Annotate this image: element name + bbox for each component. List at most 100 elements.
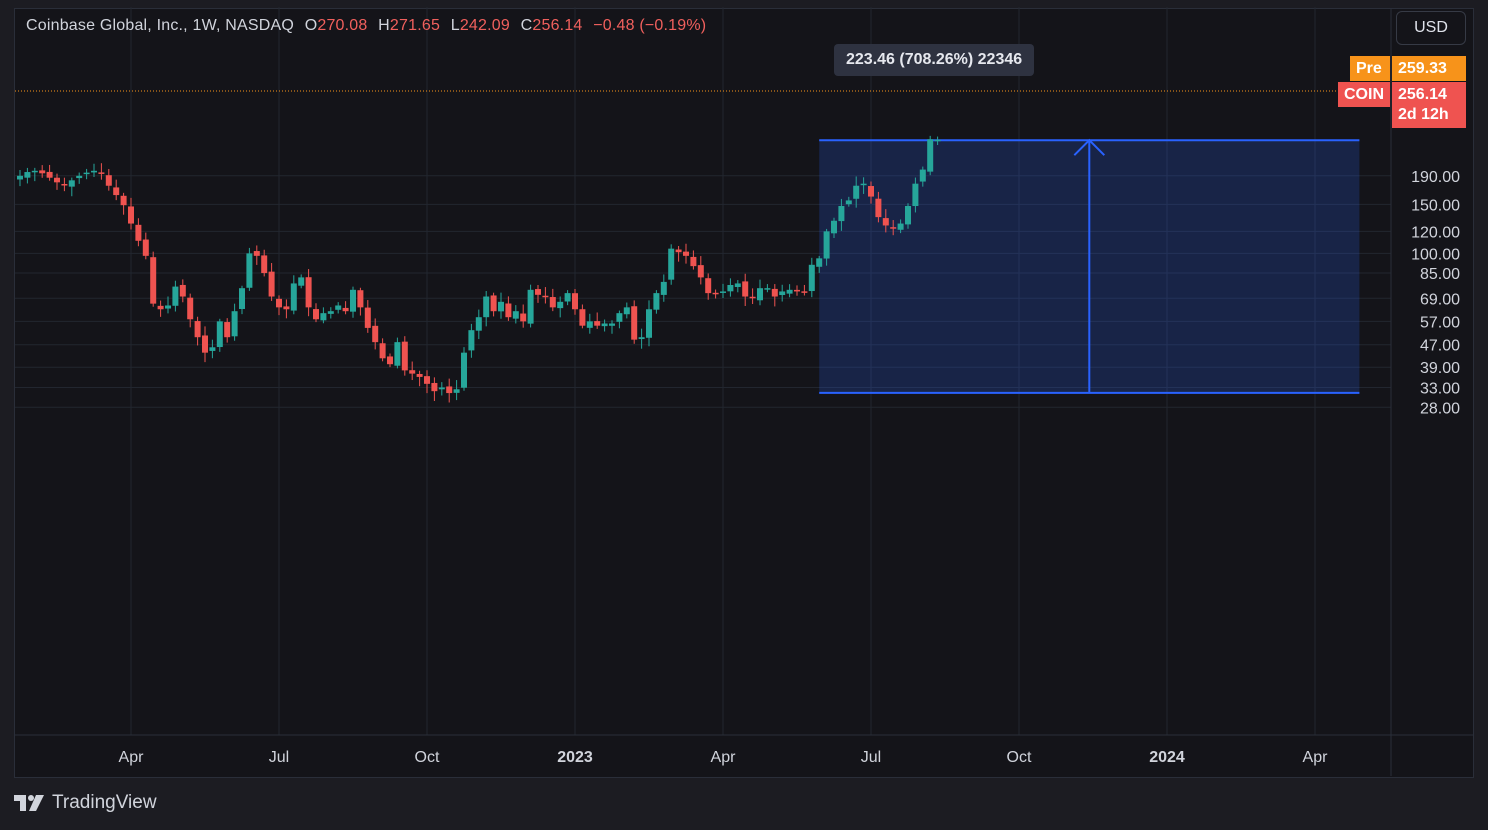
candle-body — [808, 264, 815, 292]
candle-body — [919, 169, 926, 182]
y-tick-label: 100.00 — [1411, 246, 1460, 263]
candle-body — [638, 337, 645, 340]
candle-body — [350, 289, 356, 312]
candle-body — [601, 323, 608, 327]
candle-body — [379, 343, 386, 359]
currency-button[interactable]: USD — [1396, 11, 1466, 45]
open-label: O — [304, 17, 318, 34]
candle-body — [424, 376, 430, 384]
x-tick-label: Jul — [269, 749, 289, 766]
candle-body — [179, 284, 186, 297]
candle-body — [594, 321, 601, 326]
x-tick-label: Apr — [119, 749, 145, 766]
candle-body — [313, 309, 319, 320]
candle-body — [668, 248, 675, 280]
candle-body — [357, 290, 364, 308]
candle-body — [342, 307, 349, 312]
candle-body — [39, 170, 46, 174]
candle-body — [727, 285, 734, 292]
candle-body — [609, 323, 615, 326]
candle-body — [165, 305, 171, 309]
candle-body — [231, 311, 238, 337]
candle-body — [246, 253, 253, 288]
candle-body — [875, 198, 882, 218]
candle-body — [24, 172, 31, 178]
candle-body — [290, 283, 297, 311]
candle-body — [801, 291, 808, 293]
y-tick-label: 150.00 — [1411, 197, 1460, 214]
candle-body — [209, 347, 216, 351]
candle-body — [586, 321, 593, 328]
candle-body — [882, 218, 889, 226]
candle-body — [31, 170, 38, 173]
candle-body — [890, 227, 897, 229]
candle-body — [742, 281, 749, 297]
candle-body — [142, 239, 149, 256]
candle-body — [905, 205, 911, 225]
candle-body — [372, 325, 379, 343]
x-tick-label: Oct — [1007, 749, 1032, 766]
candle-body — [912, 183, 919, 207]
candle-body — [764, 288, 771, 290]
candle-body — [446, 386, 453, 394]
candle-body — [409, 370, 416, 374]
candle-body — [327, 311, 334, 314]
low-label: L — [450, 17, 460, 34]
candle-body — [172, 286, 179, 306]
candle-body — [771, 288, 778, 297]
candle-body — [253, 251, 260, 256]
y-tick-label: 85.00 — [1420, 266, 1460, 283]
candle-body — [786, 289, 793, 294]
symbol-title: Coinbase Global, Inc., 1W, NASDAQ — [26, 17, 295, 34]
y-tick-label: 57.00 — [1420, 314, 1460, 331]
tradingview-brand[interactable]: TradingView — [14, 792, 157, 814]
candle-body — [653, 293, 660, 310]
candle-body — [157, 305, 164, 310]
candle-body — [794, 289, 800, 292]
candle-body — [816, 258, 823, 267]
y-tick-label: 190.00 — [1411, 169, 1460, 186]
candle-body — [927, 139, 934, 172]
candle-body — [897, 223, 904, 230]
measure-label: 223.46 (708.26%) 22346 — [834, 44, 1035, 76]
candle-body — [187, 297, 194, 320]
candle-body — [572, 293, 578, 310]
y-tick-label: 39.00 — [1420, 360, 1460, 377]
candle-body — [401, 341, 408, 371]
candle-body — [512, 311, 519, 319]
x-tick-label: Jul — [861, 749, 881, 766]
candle-body — [305, 277, 312, 308]
candle-body — [498, 301, 504, 312]
candle-body — [823, 231, 830, 259]
open-value: 270.08 — [317, 17, 368, 34]
candle-body — [542, 295, 549, 298]
candle-body — [757, 288, 763, 301]
y-tick-label: 47.00 — [1420, 338, 1460, 355]
candle-body — [616, 313, 623, 322]
candle-body — [216, 321, 223, 348]
candle-body — [623, 307, 630, 315]
candle-body — [838, 205, 845, 222]
candle-body — [831, 220, 837, 234]
y-tick-label: 69.00 — [1420, 291, 1460, 308]
candle-body — [239, 288, 245, 310]
x-tick-label: Apr — [1303, 749, 1329, 766]
candle-body — [113, 187, 120, 196]
candle-body — [934, 139, 941, 142]
y-tick-label: 33.00 — [1420, 380, 1460, 397]
candle-body — [150, 257, 157, 304]
candle-body — [120, 195, 127, 206]
candle-body — [54, 177, 60, 183]
candle-body — [564, 293, 571, 302]
candle-body — [276, 298, 282, 308]
candle-body — [261, 255, 268, 274]
candle-body — [128, 206, 134, 224]
high-value: 271.65 — [389, 17, 441, 34]
candle-body — [453, 389, 460, 393]
symbol-tag: COIN — [1338, 82, 1390, 107]
candle-body — [779, 291, 786, 296]
candle-body — [549, 297, 556, 308]
candle-body — [202, 335, 208, 353]
x-tick-label: 2024 — [1149, 749, 1185, 766]
